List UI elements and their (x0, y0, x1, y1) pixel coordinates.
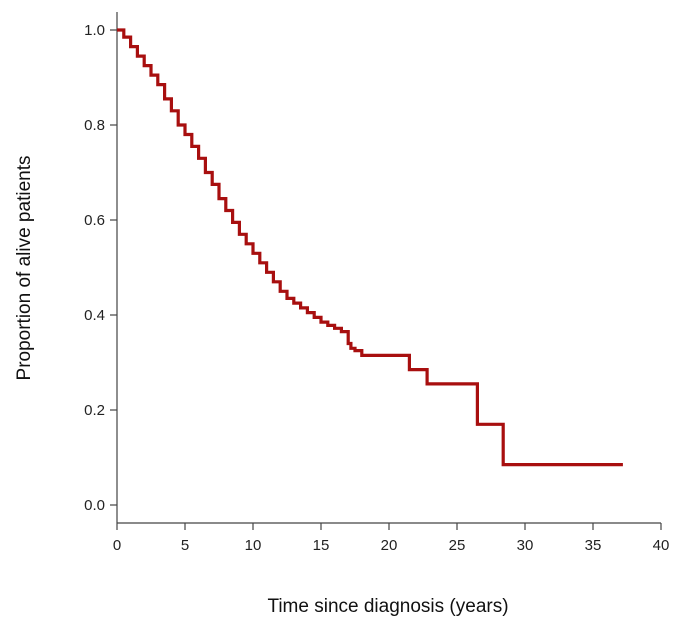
x-tick-label: 15 (313, 537, 330, 554)
x-tick-label: 5 (181, 537, 189, 554)
y-tick-label: 0.2 (84, 402, 105, 419)
y-tick-label: 0.6 (84, 212, 105, 229)
y-tick-label: 0.0 (84, 497, 105, 514)
x-tick-label: 25 (449, 537, 466, 554)
x-tick-label: 35 (585, 537, 602, 554)
y-tick-label: 0.8 (84, 117, 105, 134)
x-axis: 0 5 10 15 20 25 30 35 40 (113, 522, 670, 554)
y-tick-label: 0.4 (84, 307, 105, 324)
x-tick-label: 10 (245, 537, 262, 554)
y-axis: 0.0 0.2 0.4 0.6 0.8 1.0 (84, 12, 118, 523)
y-tick-label: 1.0 (84, 22, 105, 39)
x-tick-label: 30 (517, 537, 534, 554)
plot-area (117, 28, 623, 467)
y-axis-title: Proportion of alive patients (14, 156, 35, 381)
x-tick-label: 0 (113, 537, 121, 554)
x-tick-label: 20 (381, 537, 398, 554)
x-tick-label: 40 (653, 537, 670, 554)
x-axis-title: Time since diagnosis (years) (267, 596, 508, 617)
survival-curve (117, 28, 623, 467)
